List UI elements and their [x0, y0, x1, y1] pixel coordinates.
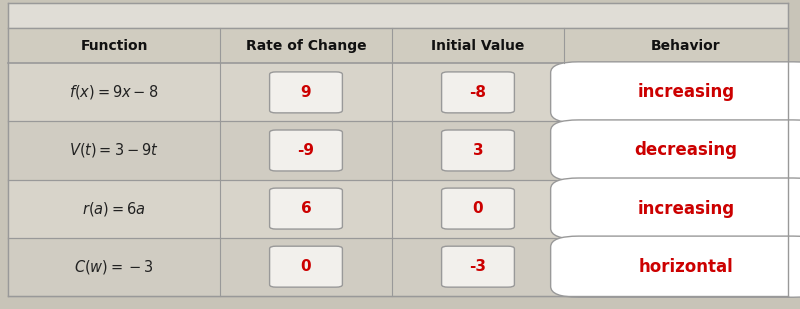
FancyBboxPatch shape — [8, 238, 788, 296]
FancyBboxPatch shape — [270, 130, 342, 171]
Text: 3: 3 — [473, 143, 483, 158]
FancyBboxPatch shape — [442, 188, 514, 229]
Text: 0: 0 — [473, 201, 483, 216]
FancyBboxPatch shape — [442, 130, 514, 171]
Text: decreasing: decreasing — [634, 142, 738, 159]
Text: $V(t) = 3 - 9t$: $V(t) = 3 - 9t$ — [69, 142, 159, 159]
Text: Initial Value: Initial Value — [431, 39, 525, 53]
FancyBboxPatch shape — [550, 236, 800, 297]
Text: Behavior: Behavior — [651, 39, 721, 53]
FancyBboxPatch shape — [442, 246, 514, 287]
FancyBboxPatch shape — [270, 188, 342, 229]
FancyBboxPatch shape — [8, 28, 788, 63]
Text: -8: -8 — [470, 85, 486, 100]
Text: 6: 6 — [301, 201, 311, 216]
Text: 9: 9 — [301, 85, 311, 100]
Text: 0: 0 — [301, 259, 311, 274]
Text: increasing: increasing — [638, 200, 734, 218]
FancyBboxPatch shape — [8, 121, 788, 180]
Text: -9: -9 — [298, 143, 314, 158]
FancyBboxPatch shape — [270, 72, 342, 113]
FancyBboxPatch shape — [8, 180, 788, 238]
FancyBboxPatch shape — [8, 28, 788, 296]
FancyBboxPatch shape — [550, 178, 800, 239]
Text: Rate of Change: Rate of Change — [246, 39, 366, 53]
FancyBboxPatch shape — [270, 246, 342, 287]
FancyBboxPatch shape — [8, 63, 788, 121]
FancyBboxPatch shape — [442, 72, 514, 113]
Text: $r(a) = 6a$: $r(a) = 6a$ — [82, 200, 146, 218]
Text: horizontal: horizontal — [638, 258, 734, 276]
Text: $f(x) = 9x - 8$: $f(x) = 9x - 8$ — [70, 83, 158, 101]
FancyBboxPatch shape — [550, 120, 800, 181]
Text: increasing: increasing — [638, 83, 734, 101]
FancyBboxPatch shape — [550, 62, 800, 123]
FancyBboxPatch shape — [8, 3, 788, 28]
Text: -3: -3 — [470, 259, 486, 274]
Text: $C(w) = -3$: $C(w) = -3$ — [74, 258, 154, 276]
Text: Function: Function — [80, 39, 148, 53]
